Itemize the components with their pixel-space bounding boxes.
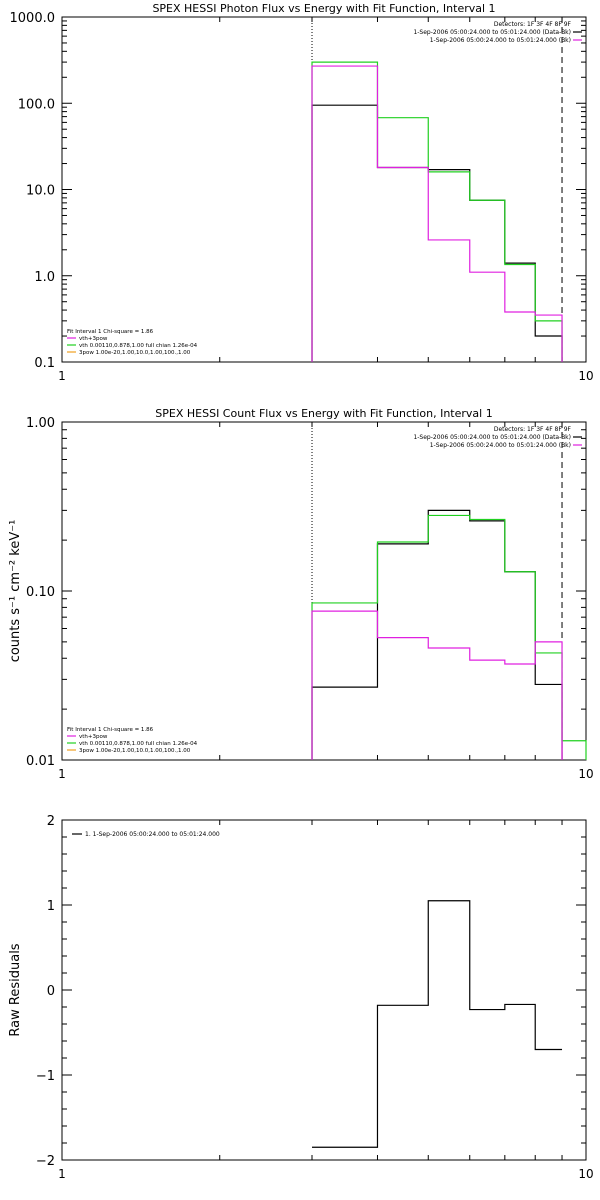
x-tick-label: 1 — [58, 369, 66, 383]
x-tick-label: 10 — [578, 1167, 593, 1181]
legend-entry: Fit Interval 1 Chi-square = 1.86 — [67, 727, 154, 733]
legend-entry: Detectors: 1F 3F 4F 8F 9F — [494, 21, 572, 28]
chart-title: SPEX HESSI Count Flux vs Energy with Fit… — [155, 407, 492, 420]
plot-frame — [61, 421, 587, 761]
legend-entry: 3pow 1.00e-20,1.00,10.0,1.00,100.,1.00 — [79, 350, 191, 356]
legend-entry: 1-Sep-2006 05:00:24.000 to 05:01:24.000 … — [430, 442, 571, 449]
y-tick-label: 1.0 — [34, 270, 55, 285]
x-tick-label: 1 — [58, 1167, 66, 1181]
legend-entry: 1-Sep-2006 05:00:24.000 to 05:01:24.000 … — [430, 37, 571, 44]
legend-entry: 1-Sep-2006 05:00:24.000 to 05:01:24.000 … — [413, 29, 571, 36]
y-tick-label: −1 — [36, 1069, 55, 1084]
legend-entry: Fit Interval 1 Chi-square = 1.86 — [67, 329, 154, 335]
y-tick-label: 1000.0 — [10, 11, 56, 26]
series-green-histogram — [311, 61, 563, 362]
legend-entry: vth+3pow — [79, 336, 108, 342]
y-tick-label: −2 — [36, 1154, 55, 1169]
chart-panel-1: SPEX HESSI Photon Flux vs Energy with Fi… — [10, 2, 594, 383]
y-tick-label: 2 — [47, 814, 55, 829]
plot-frame — [61, 16, 587, 363]
x-tick-label: 10 — [578, 767, 593, 781]
plot-frame — [61, 819, 587, 1161]
y-tick-label: 1.00 — [26, 416, 55, 431]
legend-entry: vth 0.00110,0.878,1.00 full chian 1.26e-… — [79, 343, 198, 349]
chart-panel-2: SPEX HESSI Count Flux vs Energy with Fit… — [8, 407, 594, 781]
chart-panel-3: 1 10 −2 −1 0 1 2 Raw Residuals 1. 1-Sep-2006 05:… — [8, 814, 594, 1181]
series-magenta-histogram — [311, 65, 563, 362]
y-tick-label: 1 — [47, 899, 55, 914]
series-magenta-histogram — [311, 610, 563, 760]
chart-title: SPEX HESSI Photon Flux vs Energy with Fi… — [152, 2, 495, 15]
y-tick-label: 10.0 — [26, 184, 55, 199]
y-axis-label: counts s⁻¹ cm⁻² keV⁻¹ — [8, 520, 23, 663]
y-tick-label: 0.1 — [34, 356, 55, 371]
legend-entry: 1. 1-Sep-2006 05:00:24.000 to 05:01:24.0… — [85, 831, 220, 838]
series-green-histogram — [311, 514, 587, 760]
legend-entry: Detectors: 1F 3F 4F 8F 9F — [494, 426, 572, 433]
y-axis-label: Raw Residuals — [8, 943, 23, 1036]
y-tick-label: 0 — [47, 984, 55, 999]
series-black-histogram — [312, 900, 563, 1148]
series-black-histogram — [311, 104, 563, 362]
legend-entry: 3pow 1.00e-20,1.00,10.0,1.00,100.,1.00 — [79, 748, 191, 754]
x-tick-label: 1 — [58, 767, 66, 781]
legend-entry: vth+3pow — [79, 734, 108, 740]
legend-entry: 1-Sep-2006 05:00:24.000 to 05:01:24.000 … — [413, 434, 571, 441]
series-black-histogram — [311, 509, 563, 760]
legend-entry: vth 0.00110,0.878,1.00 full chian 1.26e-… — [79, 741, 198, 747]
y-tick-label: 0.10 — [26, 585, 55, 600]
y-tick-label: 0.01 — [26, 754, 55, 769]
y-tick-label: 100.0 — [18, 97, 55, 112]
x-tick-label: 10 — [578, 369, 593, 383]
